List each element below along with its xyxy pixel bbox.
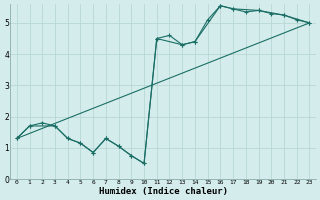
X-axis label: Humidex (Indice chaleur): Humidex (Indice chaleur) bbox=[99, 187, 228, 196]
